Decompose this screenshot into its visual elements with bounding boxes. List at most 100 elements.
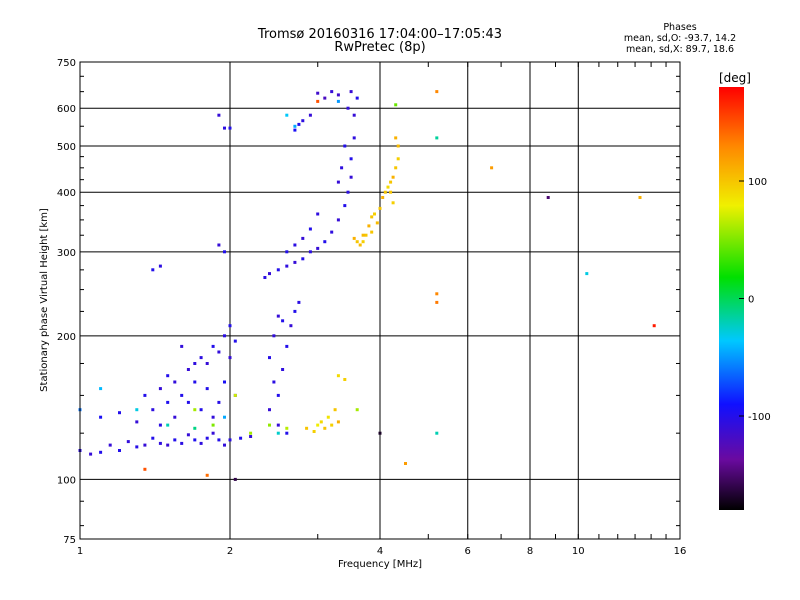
data-point: [118, 449, 121, 452]
data-point: [336, 420, 340, 424]
data-point: [367, 224, 371, 228]
data-point: [143, 467, 147, 471]
data-point: [308, 113, 312, 117]
data-point: [352, 136, 356, 140]
data-point: [272, 334, 276, 338]
data-point: [173, 415, 177, 419]
data-point: [316, 212, 320, 216]
data-point: [394, 166, 398, 170]
data-point: [285, 264, 289, 268]
data-point: [158, 387, 162, 391]
data-point: [276, 423, 280, 427]
data-point: [308, 250, 312, 254]
data-point: [211, 344, 215, 348]
data-point: [391, 175, 395, 179]
phase-o-stats: mean, sd,O: -93.7, 14.2: [623, 33, 737, 44]
data-point: [378, 431, 382, 435]
data-point: [151, 268, 155, 272]
data-point: [386, 185, 390, 189]
data-point: [349, 90, 353, 94]
data-point: [361, 233, 365, 237]
data-point: [173, 438, 177, 442]
data-point: [404, 462, 407, 465]
data-point: [301, 257, 305, 261]
data-point: [228, 126, 232, 130]
x-tick-label: 10: [572, 546, 585, 557]
data-point: [233, 393, 237, 397]
data-point: [336, 218, 340, 222]
data-point: [158, 441, 162, 445]
y-axis-label: Stationary phase Virtual Height [km]: [39, 208, 50, 392]
data-point: [272, 380, 276, 384]
data-point: [383, 190, 387, 194]
data-point: [330, 230, 334, 234]
y-tick-label: 750: [57, 58, 76, 69]
data-point: [223, 250, 226, 254]
data-point: [301, 119, 305, 123]
data-point: [268, 356, 271, 360]
chart-title: Tromsø 20160316 17:04:00–17:05:43: [257, 27, 503, 42]
data-point: [336, 374, 340, 378]
data-point: [361, 240, 365, 244]
data-point: [293, 243, 297, 247]
data-point: [223, 415, 226, 419]
data-point: [135, 420, 139, 424]
data-point: [99, 450, 103, 454]
data-point: [355, 240, 359, 244]
data-point: [370, 230, 374, 234]
data-point: [199, 356, 203, 360]
data-point: [336, 99, 340, 103]
data-point: [180, 393, 184, 397]
data-point: [316, 246, 320, 250]
data-point: [285, 250, 289, 254]
data-point: [166, 374, 170, 378]
data-point: [330, 90, 334, 94]
data-point: [186, 368, 190, 371]
data-point: [205, 362, 209, 365]
data-point: [585, 272, 589, 276]
data-point: [276, 393, 280, 397]
data-point: [233, 339, 237, 343]
data-point: [99, 387, 103, 391]
colorbar-label: [deg]: [719, 71, 751, 85]
colorbar-tick-label: 100: [748, 177, 767, 188]
x-tick-label: 8: [527, 546, 533, 557]
data-point: [323, 96, 327, 100]
data-point: [293, 309, 297, 313]
x-axis-label: Frequency [MHz]: [338, 559, 422, 570]
data-point: [211, 415, 215, 419]
data-point: [316, 423, 320, 427]
data-point: [199, 441, 203, 445]
data-point: [343, 144, 347, 148]
data-point: [223, 334, 226, 338]
data-point: [336, 180, 340, 184]
data-point: [151, 408, 155, 412]
y-tick-label: 400: [57, 188, 76, 199]
data-point: [180, 344, 184, 348]
y-tick-label: 500: [57, 142, 76, 153]
data-point: [223, 126, 226, 130]
data-point: [193, 380, 197, 384]
data-point: [186, 400, 190, 404]
data-point: [249, 431, 253, 435]
data-point: [297, 300, 301, 304]
phase-summary: Phases mean, sd,O: -93.7, 14.2 mean, sd,…: [600, 22, 760, 55]
data-point: [285, 426, 289, 430]
x-tick-label: 4: [377, 546, 383, 557]
data-point: [305, 426, 309, 430]
data-point: [211, 423, 215, 427]
data-point: [186, 433, 190, 437]
data-point: [285, 113, 289, 117]
data-point: [435, 300, 439, 304]
data-point: [281, 319, 285, 323]
data-point: [217, 400, 221, 404]
data-point: [217, 113, 221, 117]
data-point: [435, 90, 439, 94]
x-axis-ticks: 1 2 4 6 8 10 16: [77, 62, 686, 557]
data-point: [143, 443, 147, 447]
data-point: [180, 441, 184, 445]
data-point: [394, 136, 398, 140]
colorbar-tick-label: -100: [748, 412, 771, 423]
data-point: [378, 206, 382, 210]
